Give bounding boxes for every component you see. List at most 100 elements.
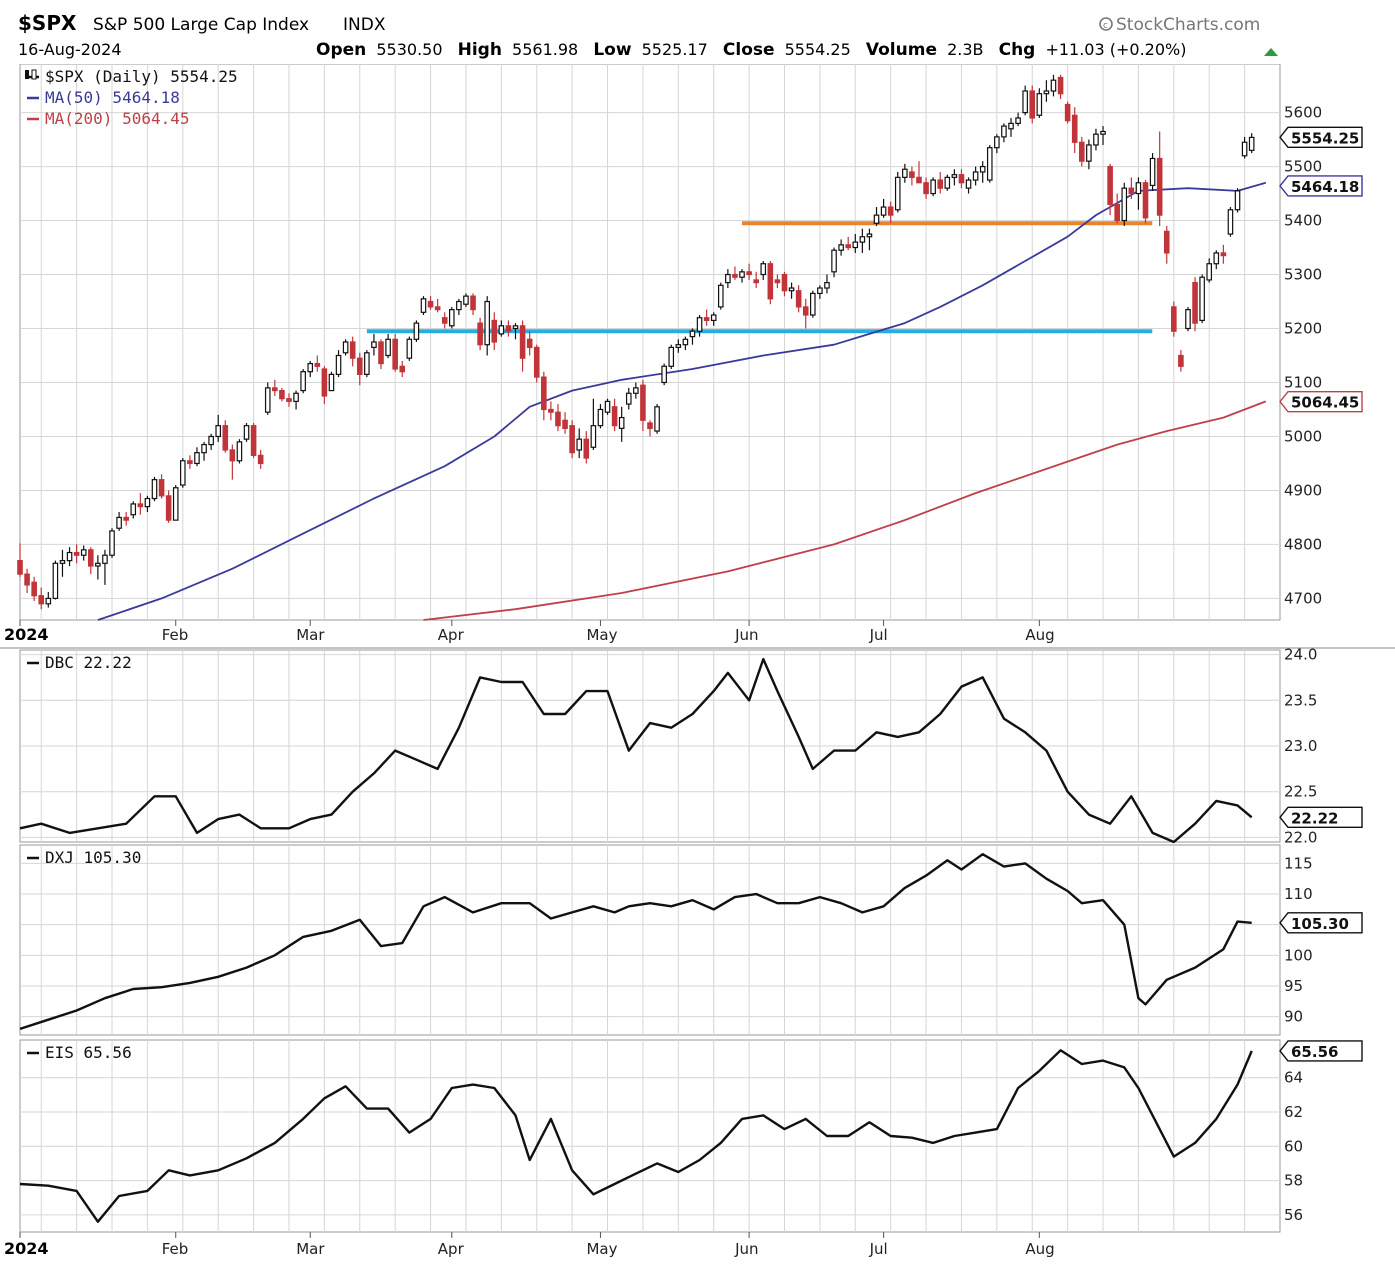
candle-body-down <box>470 295 476 311</box>
candle-body-up <box>972 171 979 181</box>
candle <box>1171 301 1177 337</box>
candle-body-down <box>321 368 328 397</box>
candle-body-down <box>802 306 809 316</box>
candle <box>371 333 377 356</box>
index-name: S&P 500 Large Cap Index <box>93 15 309 35</box>
candle <box>1036 88 1043 118</box>
y-tick-label: 64 <box>1284 1069 1303 1087</box>
candle-body-up <box>371 341 377 348</box>
candle <box>1100 126 1106 145</box>
candle <box>526 331 533 356</box>
candle-body-down <box>1071 114 1078 143</box>
candle-body-down <box>1171 306 1177 332</box>
x-tick-label: 2024 <box>4 1239 49 1258</box>
candle <box>1128 177 1135 199</box>
candle-body-down <box>1079 141 1085 162</box>
candle <box>328 371 335 392</box>
candle <box>272 379 278 396</box>
candle-body-down <box>1163 230 1170 254</box>
candle <box>257 449 264 469</box>
candle <box>519 320 526 372</box>
close-value: 5554.25 <box>785 40 851 59</box>
candle <box>392 333 398 372</box>
candle-body-down <box>767 263 774 300</box>
candle <box>300 368 306 394</box>
candle <box>894 171 901 213</box>
candle-body-up <box>661 365 667 384</box>
candle-body-up <box>109 530 115 556</box>
high-value: 5561.98 <box>512 40 578 59</box>
candle-body-down <box>250 425 257 456</box>
change-value: +11.03 (+0.20%) <box>1045 40 1186 59</box>
candle-body-up <box>1227 209 1234 235</box>
candle <box>1163 225 1170 264</box>
legend-item: DXJ 105.30 <box>27 848 141 867</box>
y-tick-label: 115 <box>1284 854 1313 872</box>
candle-body-down <box>937 179 944 189</box>
candle <box>385 333 391 359</box>
dbc-panel[interactable]: 22.0 22.5 23.0 23.5 24.0 22.22 DBC 22.22 <box>19 646 1363 847</box>
candle-body-up <box>463 295 469 305</box>
candle-body-up <box>1241 141 1248 157</box>
candle-body-up <box>1248 136 1255 151</box>
candle <box>916 161 922 184</box>
legend-label: EIS 65.56 <box>45 1043 132 1062</box>
candle-body-up <box>696 317 703 332</box>
y-tick-label: 5600 <box>1284 104 1322 122</box>
candle-body-down <box>1114 203 1120 222</box>
legend-label: DXJ 105.30 <box>45 848 141 867</box>
candle <box>1185 306 1191 332</box>
candle <box>675 339 682 353</box>
candle-body-up <box>986 147 993 181</box>
chart-panels[interactable]: 4700 4800 4900 5000 5100 5200 5300 5400 5500 5600… <box>0 64 1395 1270</box>
candle <box>1220 244 1227 264</box>
candle-body-down <box>909 171 915 178</box>
candle-body-up <box>236 441 243 462</box>
candle <box>420 296 427 316</box>
candle <box>965 177 972 194</box>
candle-body-up <box>1036 93 1043 116</box>
candle <box>732 266 738 280</box>
candle-body-up <box>243 425 250 440</box>
candle-body-up <box>1093 133 1099 146</box>
candle <box>201 441 207 461</box>
candle-body-up <box>456 300 462 311</box>
candle-body-down <box>583 438 590 459</box>
candle-body-up <box>1199 276 1205 322</box>
value-tag: 105.30 <box>1279 912 1363 934</box>
candle <box>682 336 689 351</box>
candle <box>342 339 349 356</box>
exchange-label: INDX <box>343 15 386 35</box>
spx-price-panel[interactable]: 4700 4800 4900 5000 5100 5200 5300 5400 5500 5600… <box>0 64 1395 649</box>
candle-body-up <box>335 354 342 375</box>
candle <box>541 371 547 421</box>
brand-logo[interactable]: c StockCharts.com <box>1099 15 1260 35</box>
candle-body-down <box>640 384 646 421</box>
candle <box>640 379 646 432</box>
candle <box>378 339 384 369</box>
candle-body-down <box>257 454 264 465</box>
volume-label: Volume <box>866 40 937 60</box>
candle-body-down <box>427 300 434 308</box>
candle <box>243 422 250 442</box>
candle-body-down <box>137 503 144 508</box>
price-line <box>19 853 1252 1031</box>
value-tag-box <box>1279 1040 1363 1062</box>
candle-body-up <box>625 392 632 405</box>
candle <box>24 568 30 594</box>
candle <box>909 166 915 186</box>
candle <box>654 404 660 434</box>
candle-body-down <box>31 581 37 597</box>
copyright-glyph: c <box>1103 21 1108 31</box>
eis-panel[interactable]: 56 58 60 62 64 2024 Feb Mar Apr May Jun Jul Aug 65.56… <box>4 1039 1363 1258</box>
candle-body-up <box>965 179 972 189</box>
value-tag: 5554.25 <box>1279 126 1363 148</box>
candle-body-down <box>441 317 448 324</box>
candle <box>802 298 809 329</box>
candle <box>710 312 717 326</box>
candle <box>845 236 851 251</box>
candle-body-down <box>1057 76 1064 95</box>
close-label: Close <box>723 40 775 60</box>
candle <box>172 485 179 521</box>
